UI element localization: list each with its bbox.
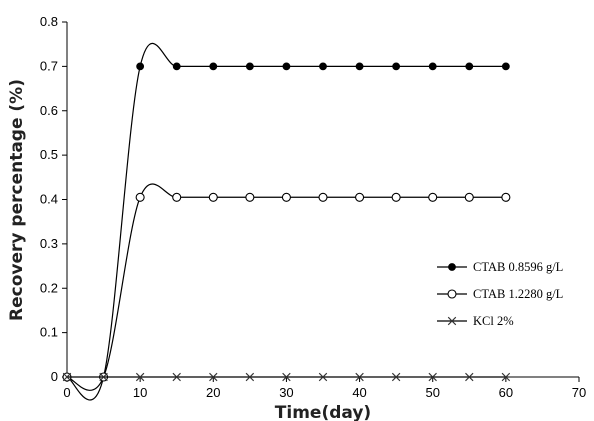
x-tick-label: 60 bbox=[499, 385, 513, 400]
data-point bbox=[391, 192, 401, 202]
y-tick-label: 0.2 bbox=[40, 280, 58, 295]
series-2 bbox=[62, 183, 511, 391]
y-tick-label: 0.1 bbox=[40, 325, 58, 340]
x-axis-title: Time(day) bbox=[275, 403, 371, 421]
legend-marker bbox=[448, 263, 456, 271]
cross-stroke bbox=[282, 372, 291, 382]
cross-stroke bbox=[135, 372, 145, 382]
data-point bbox=[281, 192, 291, 202]
cross-stroke bbox=[99, 372, 108, 382]
cross-stroke bbox=[428, 372, 437, 382]
data-point bbox=[392, 62, 401, 71]
cross-stroke bbox=[355, 372, 364, 382]
data-point bbox=[172, 192, 182, 202]
cross-stroke bbox=[172, 372, 181, 382]
y-axis-title: Recovery percentage (%) bbox=[7, 79, 27, 321]
data-point bbox=[355, 62, 364, 71]
data-point bbox=[465, 372, 474, 382]
data-point bbox=[245, 62, 254, 71]
data-point bbox=[391, 372, 401, 382]
cross-stroke bbox=[209, 372, 218, 382]
x-tick-label: 70 bbox=[572, 385, 586, 400]
data-point bbox=[62, 372, 72, 382]
data-point bbox=[135, 192, 145, 202]
data-point bbox=[465, 62, 474, 71]
data-point bbox=[319, 62, 327, 71]
data-point bbox=[501, 62, 510, 71]
legend-item-3: KCl 2% bbox=[437, 314, 514, 328]
data-point bbox=[245, 192, 255, 202]
series-line bbox=[66, 183, 506, 391]
x-tick-label: 20 bbox=[206, 385, 220, 400]
data-point bbox=[355, 372, 364, 382]
y-tick-label: 0.8 bbox=[40, 14, 58, 29]
legend-label: CTAB 0.8596 g/L bbox=[473, 260, 563, 274]
data-point bbox=[318, 192, 328, 202]
x-tick-label: 10 bbox=[133, 385, 147, 400]
data-point bbox=[318, 372, 328, 382]
data-point bbox=[172, 62, 181, 71]
data-point bbox=[464, 192, 474, 202]
y-tick-label: 0 bbox=[51, 369, 58, 384]
data-point bbox=[282, 372, 291, 382]
data-point bbox=[208, 192, 218, 202]
series-3 bbox=[62, 372, 511, 382]
y-tick-label: 0.6 bbox=[40, 103, 58, 118]
data-point bbox=[428, 62, 437, 71]
series-layer bbox=[62, 42, 511, 401]
y-tick-label: 0.5 bbox=[40, 147, 58, 162]
x-tick-label: 40 bbox=[352, 385, 366, 400]
legend: CTAB 0.8596 g/L CTAB 1.2280 g/L KCl 2% bbox=[437, 260, 563, 328]
y-tick-label: 0.3 bbox=[40, 236, 58, 251]
data-point bbox=[501, 192, 511, 202]
x-tick-label: 50 bbox=[425, 385, 439, 400]
data-point bbox=[136, 62, 145, 71]
legend-label: KCl 2% bbox=[473, 314, 514, 328]
cross-stroke bbox=[501, 372, 511, 382]
cross-stroke bbox=[465, 372, 474, 382]
legend-label: CTAB 1.2280 g/L bbox=[473, 287, 563, 301]
data-point bbox=[135, 372, 145, 382]
data-point bbox=[172, 372, 181, 382]
data-point bbox=[245, 372, 255, 382]
cross-stroke bbox=[62, 372, 72, 382]
x-tick-label: 30 bbox=[279, 385, 293, 400]
data-point bbox=[209, 372, 218, 382]
y-tick-label: 0.7 bbox=[40, 58, 58, 73]
legend-marker bbox=[447, 316, 457, 326]
x-tick-label: 0 bbox=[63, 385, 70, 400]
data-point bbox=[355, 192, 365, 202]
legend-marker bbox=[447, 289, 457, 299]
data-point bbox=[209, 62, 218, 71]
cross-stroke bbox=[318, 372, 328, 382]
cross-stroke bbox=[245, 372, 255, 382]
data-point bbox=[428, 372, 437, 382]
axes: 0 0.1 0.2 0.3 0.4 0.5 0.6 0.7 0.8 0 10 20 30 40 50 60 70 bbox=[40, 14, 586, 400]
data-point bbox=[428, 192, 438, 202]
legend-item-1: CTAB 0.8596 g/L bbox=[437, 260, 563, 274]
cross-stroke bbox=[391, 372, 401, 382]
data-point bbox=[501, 372, 511, 382]
legend-item-2: CTAB 1.2280 g/L bbox=[437, 287, 563, 301]
cross-stroke bbox=[447, 316, 457, 326]
series-line bbox=[66, 42, 506, 401]
data-point bbox=[282, 62, 291, 71]
series-1 bbox=[63, 42, 510, 401]
y-tick-label: 0.4 bbox=[40, 192, 58, 207]
data-point bbox=[99, 372, 108, 382]
